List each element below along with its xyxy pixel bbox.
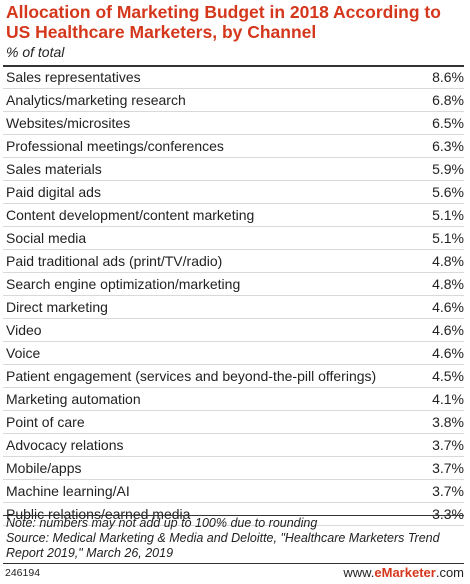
row-value: 3.7%	[432, 437, 464, 453]
table-row: Websites/microsites 6.5%	[3, 112, 464, 135]
row-value: 5.1%	[432, 207, 464, 223]
table-row: Mobile/apps 3.7%	[3, 457, 464, 480]
row-value: 4.5%	[432, 368, 464, 384]
row-value: 6.8%	[432, 92, 464, 108]
row-label: Point of care	[6, 414, 85, 430]
table-row: Paid digital ads 5.6%	[3, 181, 464, 204]
table-row: Video 4.6%	[3, 319, 464, 342]
row-label: Sales representatives	[6, 69, 141, 85]
row-value: 5.9%	[432, 161, 464, 177]
table-row: Professional meetings/conferences 6.3%	[3, 135, 464, 158]
chart-subtitle: % of total	[6, 44, 65, 60]
row-label: Search engine optimization/marketing	[6, 276, 241, 292]
row-value: 4.8%	[432, 253, 464, 269]
table-row: Analytics/marketing research 6.8%	[3, 89, 464, 112]
row-label: Voice	[6, 345, 41, 361]
chart-title: Allocation of Marketing Budget in 2018 A…	[6, 2, 441, 42]
row-label: Content development/content marketing	[6, 207, 255, 223]
row-value: 6.5%	[432, 115, 464, 131]
row-value: 4.8%	[432, 276, 464, 292]
row-label: Patient engagement (services and beyond-…	[6, 368, 377, 384]
row-label: Machine learning/AI	[6, 483, 130, 499]
table-row: Point of care 3.8%	[3, 411, 464, 434]
row-label: Paid digital ads	[6, 184, 101, 200]
brand-name: eMarketer	[374, 565, 436, 580]
row-label: Paid traditional ads (print/TV/radio)	[6, 253, 223, 269]
data-table: Sales representatives 8.6% Analytics/marke…	[3, 66, 464, 526]
row-label: Websites/microsites	[6, 115, 131, 131]
table-row: Search engine optimization/marketing 4.8%	[3, 273, 464, 296]
row-value: 4.6%	[432, 322, 464, 338]
row-value: 6.3%	[432, 138, 464, 154]
table-row: Direct marketing 4.6%	[3, 296, 464, 319]
row-value: 3.8%	[432, 414, 464, 430]
row-label: Advocacy relations	[6, 437, 124, 453]
table-row: Social media 5.1%	[3, 227, 464, 250]
table-row: Sales materials 5.9%	[3, 158, 464, 181]
row-value: 4.6%	[432, 299, 464, 315]
table-row: Paid traditional ads (print/TV/radio) 4.8…	[3, 250, 464, 273]
brand-suffix: .com	[435, 565, 464, 580]
source-note: Note: numbers may not add up to 100% due…	[6, 516, 464, 561]
top-rule	[3, 65, 464, 67]
row-label: Analytics/marketing research	[6, 92, 186, 108]
row-label: Professional meetings/conferences	[6, 138, 224, 154]
table-row: Content development/content marketing 5.1…	[3, 204, 464, 227]
bottom-rule	[3, 515, 464, 516]
row-value: 3.7%	[432, 460, 464, 476]
note-line: Note: numbers may not add up to 100% due…	[6, 516, 318, 530]
chart-id: 246194	[5, 567, 41, 579]
row-value: 5.6%	[432, 184, 464, 200]
row-label: Social media	[6, 230, 87, 246]
table-row: Machine learning/AI 3.7%	[3, 480, 464, 503]
row-value: 3.7%	[432, 483, 464, 499]
row-label: Sales materials	[6, 161, 102, 177]
row-value: 4.6%	[432, 345, 464, 361]
row-value: 8.6%	[432, 69, 464, 85]
table-row: Sales representatives 8.6%	[3, 66, 464, 89]
row-label: Direct marketing	[6, 299, 108, 315]
table-row: Public relations/earned media 3.3%	[3, 503, 464, 526]
brand-logo[interactable]: www.eMarketer.com	[343, 565, 464, 580]
row-value: 3.3%	[432, 506, 464, 522]
row-value: 4.1%	[432, 391, 464, 407]
row-label: Marketing automation	[6, 391, 141, 407]
table-row: Patient engagement (services and beyond-…	[3, 365, 464, 388]
row-label: Public relations/earned media	[6, 506, 191, 522]
footer: 246194 www.eMarketer.com	[3, 563, 464, 584]
row-label: Mobile/apps	[6, 460, 82, 476]
table-row: Marketing automation 4.1%	[3, 388, 464, 411]
table-row: Voice 4.6%	[3, 342, 464, 365]
table-row: Advocacy relations 3.7%	[3, 434, 464, 457]
source-line: Source: Medical Marketing & Media and De…	[6, 531, 440, 560]
row-label: Video	[6, 322, 42, 338]
brand-prefix: www.	[343, 565, 375, 580]
row-value: 5.1%	[432, 230, 464, 246]
